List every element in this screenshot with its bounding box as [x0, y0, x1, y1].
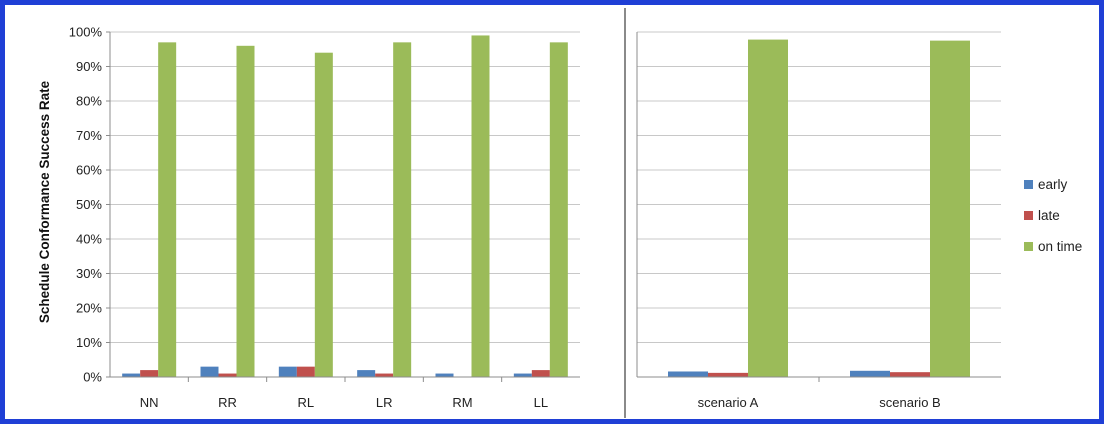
bar-early-lr [357, 370, 376, 377]
y-tick-label: 40% [76, 232, 102, 247]
bar-early-scenario-b [850, 370, 890, 377]
x-tick-label-scenario-a: scenario A [698, 395, 759, 410]
y-tick-label: 70% [76, 128, 102, 143]
legend-swatch-on-time [1024, 242, 1033, 251]
left-y-tick-labels: 0% 10% 20% 30% 40% 50% 60% 70% 80% 90% 100% [69, 25, 103, 385]
legend-label-on-time: on time [1038, 239, 1082, 254]
bar-early-nn [122, 373, 141, 377]
left-x-tick-labels: NN RR RL LR RM LL [140, 395, 548, 410]
right-bars [668, 39, 970, 378]
legend-swatch-late [1024, 211, 1033, 220]
bar-late-ll [531, 370, 550, 377]
y-tick-label: 50% [76, 197, 102, 212]
bar-late-lr [375, 373, 394, 377]
left-axis [106, 31, 580, 382]
bar-on-time-rr [236, 45, 255, 378]
x-tick-label-scenario-b: scenario B [879, 395, 940, 410]
x-tick-label-nn: NN [140, 395, 159, 410]
bar-late-rr [218, 373, 237, 377]
y-tick-label: 90% [76, 59, 102, 74]
bar-late-scenario-a [708, 372, 748, 377]
bar-late-nn [140, 370, 159, 377]
bar-on-time-lr [393, 42, 412, 377]
bar-on-time-nn [158, 42, 177, 377]
legend-label-late: late [1038, 208, 1060, 223]
x-tick-label-rl: RL [298, 395, 315, 410]
y-tick-label: 10% [76, 335, 102, 350]
bar-early-rr [200, 366, 219, 377]
bar-on-time-scenario-a [748, 39, 788, 378]
bar-early-rl [278, 366, 297, 377]
bar-early-rm [435, 373, 454, 377]
legend: early late on time [1024, 177, 1082, 254]
y-tick-label: 30% [76, 266, 102, 281]
y-tick-label: 60% [76, 163, 102, 178]
x-tick-label-rr: RR [218, 395, 237, 410]
right-axis [636, 32, 1001, 382]
left-gridlines [110, 31, 580, 343]
y-tick-label: 0% [83, 370, 102, 385]
bar-on-time-rl [314, 52, 333, 377]
x-tick-label-lr: LR [376, 395, 393, 410]
bar-on-time-rm [471, 35, 490, 377]
y-axis-label: Schedule Conformance Success Rate [37, 80, 52, 323]
bar-on-time-scenario-b [930, 40, 970, 377]
y-tick-label: 20% [76, 301, 102, 316]
right-x-tick-labels: scenario A scenario B [698, 395, 941, 410]
y-tick-label: 80% [76, 94, 102, 109]
bar-early-scenario-a [668, 371, 708, 377]
bar-on-time-ll [549, 42, 568, 377]
y-tick-label: 100% [69, 25, 103, 40]
bar-late-scenario-b [890, 372, 930, 377]
x-tick-label-ll: LL [534, 395, 548, 410]
legend-swatch-early [1024, 180, 1033, 189]
legend-label-early: early [1038, 177, 1068, 192]
x-tick-label-rm: RM [452, 395, 472, 410]
left-bars [122, 35, 568, 378]
bar-late-rl [296, 366, 315, 377]
bar-early-ll [513, 373, 532, 377]
